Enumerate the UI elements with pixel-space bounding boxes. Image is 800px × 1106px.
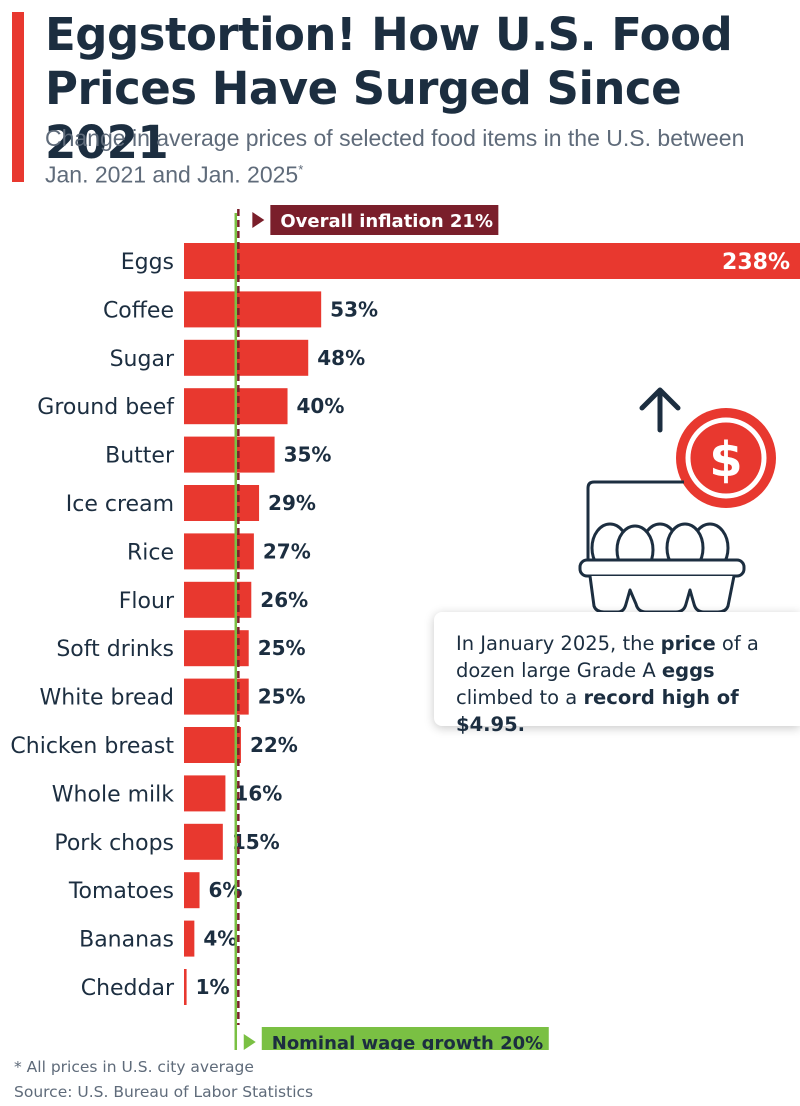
value-label-cheddar: 1% — [196, 975, 230, 999]
callout-text: In January 2025, the price of a dozen la… — [456, 630, 791, 738]
footnote: * All prices in U.S. city average — [14, 1058, 254, 1076]
bar-whole-milk — [184, 775, 226, 812]
category-label-butter: Butter — [105, 444, 175, 469]
bar-ice-cream — [184, 485, 260, 521]
svg-text:$: $ — [709, 432, 742, 488]
dollar-coin-icon: $ — [674, 406, 778, 510]
bar-tomatoes — [184, 872, 200, 909]
value-label-flour: 26% — [260, 588, 308, 612]
eggs-price-callout: In January 2025, the price of a dozen la… — [434, 612, 800, 736]
bar-flour — [184, 581, 252, 618]
value-label-pork-chops: 15% — [232, 830, 280, 854]
up-arrow-icon — [639, 387, 681, 433]
subtitle-text: Change in average prices of selected foo… — [45, 125, 745, 188]
bar-chicken-breast — [184, 727, 241, 763]
value-label-chicken-breast: 22% — [250, 733, 298, 757]
category-label-white-bread: White bread — [40, 686, 174, 711]
bar-cheddar — [184, 969, 187, 1005]
callout-bold-record: record high of $4.95. — [456, 686, 739, 736]
category-label-ice-cream: Ice cream — [66, 492, 174, 517]
egg-carton-illustration: $ — [578, 387, 778, 614]
bar-chart: Eggs 238% Coffee 53% Sugar 48% Ground beef 40% B… — [10, 205, 800, 1050]
egg-carton-icon — [578, 480, 746, 614]
value-label-whole-milk: 16% — [234, 781, 282, 805]
wage-marker-arrow — [243, 1034, 256, 1050]
value-label-white-bread: 25% — [258, 685, 306, 709]
chart-subtitle: Change in average prices of selected foo… — [45, 123, 785, 191]
callout-bold-eggs: eggs — [661, 659, 715, 682]
category-label-flour: Flour — [119, 589, 175, 614]
subtitle-footnote-marker: * — [298, 162, 304, 177]
bar-coffee — [184, 291, 322, 328]
category-label-ground-beef: Ground beef — [37, 395, 175, 420]
inflation-label: Overall inflation 21% — [280, 211, 493, 232]
category-label-coffee: Coffee — [103, 298, 174, 323]
value-label-rice: 27% — [263, 539, 311, 563]
inflation-label-box — [270, 205, 499, 235]
wage-label-box — [261, 1027, 549, 1050]
callout-text-2: of a dozen large Grade A — [456, 632, 759, 682]
value-label-ice-cream: 29% — [268, 491, 316, 515]
source-note: Source: U.S. Bureau of Labor Statistics — [14, 1083, 314, 1101]
value-label-bananas: 4% — [203, 927, 237, 951]
category-label-bananas: Bananas — [79, 928, 174, 953]
category-label-chicken-breast: Chicken breast — [10, 734, 174, 759]
value-label-butter: 35% — [284, 443, 332, 467]
bar-bananas — [184, 920, 195, 957]
category-label-eggs: Eggs — [121, 250, 174, 275]
bar-sugar — [184, 339, 309, 376]
category-label-sugar: Sugar — [110, 347, 175, 372]
wage-label: Nominal wage growth 20% — [272, 1033, 543, 1050]
value-label-ground-beef: 40% — [297, 394, 345, 418]
callout-bold-price: price — [660, 632, 716, 655]
value-label-sugar: 48% — [317, 346, 365, 370]
chart-title: Eggstortion! How U.S. Food Prices Have S… — [45, 8, 733, 169]
bar-butter — [184, 436, 275, 473]
inflation-marker-arrow — [252, 212, 265, 228]
category-label-tomatoes: Tomatoes — [68, 879, 174, 904]
value-label-soft-drinks: 25% — [258, 636, 306, 660]
callout-text-3: climbed to a — [456, 686, 584, 709]
category-label-soft-drinks: Soft drinks — [56, 637, 174, 662]
category-label-rice: Rice — [127, 540, 174, 565]
bar-rice — [184, 533, 254, 570]
callout-text-1: In January 2025, the — [456, 632, 661, 655]
illustration: $ — [574, 380, 784, 625]
value-label-coffee: 53% — [330, 297, 378, 321]
value-label-eggs: 238% — [722, 250, 790, 275]
category-label-cheddar: Cheddar — [81, 976, 175, 1001]
category-label-whole-milk: Whole milk — [52, 782, 174, 807]
bar-eggs — [184, 243, 800, 279]
category-label-pork-chops: Pork chops — [54, 831, 174, 856]
title-accent-bar — [12, 12, 24, 182]
bar-pork-chops — [184, 823, 223, 860]
